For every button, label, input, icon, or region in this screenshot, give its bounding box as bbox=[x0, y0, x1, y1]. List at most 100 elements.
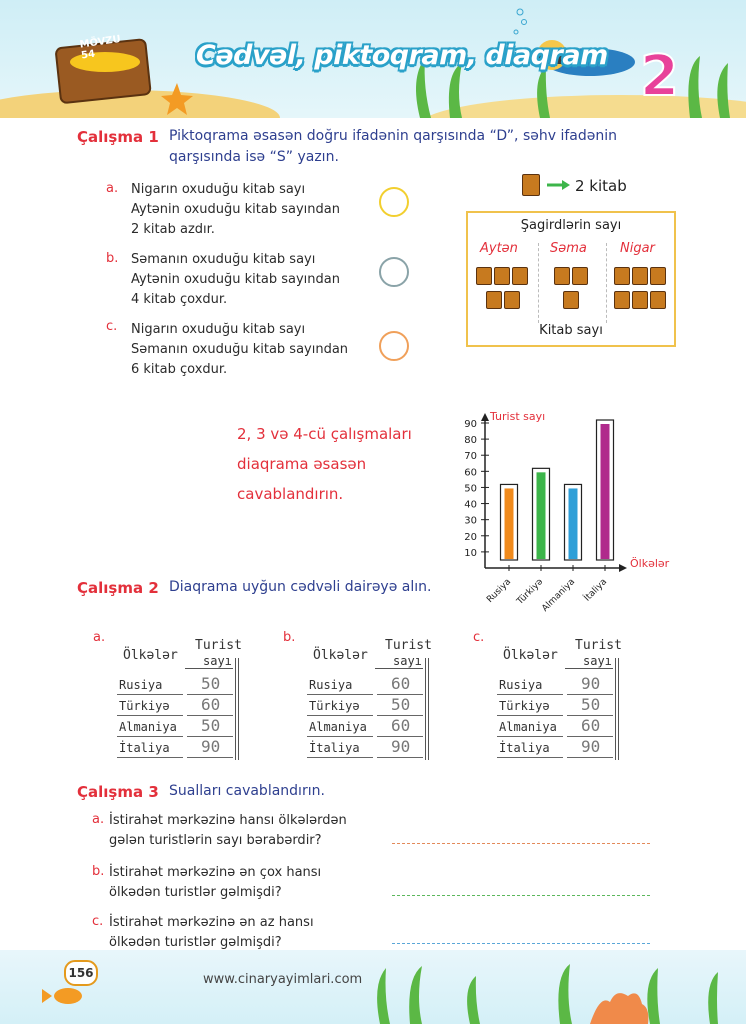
table-row-value: 50 bbox=[201, 716, 221, 735]
statement-line: Səmanın oxuduğu kitab sayı bbox=[131, 252, 316, 267]
bar-outline bbox=[499, 483, 519, 561]
y-tick-label: 90 bbox=[464, 419, 477, 430]
table-header-countries: Ölkələr bbox=[313, 648, 368, 663]
answer-line-b[interactable] bbox=[392, 895, 650, 896]
table-row-value: 50 bbox=[581, 695, 601, 714]
exercise-2-instructions: Diaqrama uyğun cədvəli dairəyə alın. bbox=[169, 579, 432, 595]
table-row-value: 60 bbox=[581, 716, 601, 735]
statement-line: Nigarın oxuduğu kitab sayı bbox=[131, 182, 306, 197]
book-icon bbox=[650, 291, 666, 309]
answer-circle-a[interactable] bbox=[379, 187, 409, 217]
y-tick-label: 80 bbox=[464, 435, 477, 446]
table-row-country: Rusiya bbox=[309, 678, 353, 692]
row-underline bbox=[307, 715, 373, 716]
table-row-value: 90 bbox=[391, 737, 411, 756]
table-row-country: Rusiya bbox=[119, 678, 163, 692]
table-row-value: 90 bbox=[201, 737, 221, 756]
exercise-3-label: Çalışma 3 bbox=[77, 783, 159, 801]
question-line: İstirahət mərkəzinə hansı ölkələrdən bbox=[109, 813, 347, 828]
table-border bbox=[425, 658, 426, 760]
table-header-tourists: Turist bbox=[575, 638, 622, 653]
table-header-underline bbox=[565, 668, 613, 669]
row-underline bbox=[117, 736, 183, 737]
answer-circle-b[interactable] bbox=[379, 257, 409, 287]
row-underline bbox=[307, 694, 373, 695]
row-underline bbox=[497, 757, 563, 758]
table-2[interactable]: Ölkələr Turist sayı Rusiya 90 Türkiyə 50 bbox=[483, 638, 643, 764]
table-1[interactable]: Ölkələr Turist sayı Rusiya 60 Türkiyə 50 bbox=[293, 638, 453, 764]
item-letter: b. bbox=[106, 251, 119, 266]
table-letter: b. bbox=[283, 630, 296, 645]
answer-circle-c[interactable] bbox=[379, 331, 409, 361]
row-underline bbox=[567, 715, 613, 716]
y-tick-label: 70 bbox=[464, 451, 477, 462]
statement-line: Səmanın oxuduğu kitab sayından bbox=[131, 342, 349, 357]
table-row-country: Türkiyə bbox=[309, 699, 360, 713]
statement-line: 4 kitab çoxdur. bbox=[131, 292, 228, 307]
item-letter: c. bbox=[106, 319, 118, 334]
table-header-tourists-2: sayı bbox=[393, 654, 422, 668]
row-underline bbox=[117, 715, 183, 716]
row-underline bbox=[497, 715, 563, 716]
row-underline bbox=[377, 694, 423, 695]
bar bbox=[504, 488, 514, 559]
table-letter: c. bbox=[473, 630, 485, 645]
book-icon bbox=[504, 291, 520, 309]
row-underline bbox=[187, 694, 233, 695]
arrow-right-icon bbox=[547, 180, 570, 190]
page-footer bbox=[0, 950, 746, 1024]
statement-line: Aytənin oxuduğu kitab sayından bbox=[131, 272, 340, 287]
row-underline bbox=[187, 757, 233, 758]
book-icon bbox=[494, 267, 510, 285]
bar-outline bbox=[563, 483, 583, 561]
x-tick-label: İtaliya bbox=[582, 576, 609, 603]
footer-illustration bbox=[42, 964, 718, 1024]
x-axis-arrow bbox=[619, 564, 627, 572]
table-row-country: İtaliya bbox=[119, 741, 170, 755]
question-a: İstirahət mərkəzinə hansı ölkələrdən gəl… bbox=[109, 811, 347, 851]
table-border bbox=[615, 658, 616, 760]
row-underline bbox=[497, 736, 563, 737]
question-line: ölkədən turistlər gəlmişdi? bbox=[109, 935, 282, 950]
book-icon bbox=[512, 267, 528, 285]
book-icon bbox=[572, 267, 588, 285]
book-icon bbox=[554, 267, 570, 285]
table-row-value: 60 bbox=[391, 674, 411, 693]
exercise-2-label: Çalışma 2 bbox=[77, 579, 159, 597]
table-0[interactable]: Ölkələr Turist sayı Rusiya 50 Türkiyə 60 bbox=[103, 638, 263, 764]
book-icon bbox=[522, 174, 540, 196]
row-underline bbox=[567, 757, 613, 758]
table-row-value: 90 bbox=[581, 674, 601, 693]
answer-line-a[interactable] bbox=[392, 843, 650, 844]
question-letter: c. bbox=[92, 914, 104, 929]
y-tick-label: 40 bbox=[464, 500, 477, 511]
table-row-country: Almaniya bbox=[499, 720, 557, 734]
x-tick-label: Rusiya bbox=[485, 577, 513, 605]
pictogram-key: 2 kitab bbox=[575, 177, 627, 195]
row-underline bbox=[377, 715, 423, 716]
table-row-country: Almaniya bbox=[309, 720, 367, 734]
bar bbox=[536, 472, 546, 559]
answer-line-c[interactable] bbox=[392, 943, 650, 944]
book-icon bbox=[632, 291, 648, 309]
row-underline bbox=[117, 694, 183, 695]
bar bbox=[600, 424, 610, 559]
y-tick-label: 10 bbox=[464, 548, 477, 559]
website-url[interactable]: www.cinaryayimlari.com bbox=[203, 972, 363, 987]
exercise-1-label: Çalışma 1 bbox=[77, 128, 159, 146]
table-row-country: İtaliya bbox=[309, 741, 360, 755]
pictogram-title: Şagirdlərin sayı bbox=[520, 218, 622, 233]
x-tick-label: Almaniya bbox=[540, 577, 577, 614]
row-underline bbox=[497, 694, 563, 695]
pictogram-footer: Kitab sayı bbox=[539, 323, 603, 338]
table-row-value: 90 bbox=[581, 737, 601, 756]
table-header-underline bbox=[185, 668, 233, 669]
pictogram-name-sema: Səma bbox=[550, 241, 587, 256]
statement-c: Nigarın oxuduğu kitab sayı Səmanın oxudu… bbox=[131, 320, 348, 380]
table-border bbox=[238, 658, 239, 760]
intro-line: 2, 3 və 4-cü çalışmaları bbox=[237, 425, 412, 443]
y-tick-label: 20 bbox=[464, 532, 477, 543]
pictogram-name-nigar: Nigar bbox=[620, 241, 655, 256]
question-letter: b. bbox=[92, 864, 105, 879]
table-header-underline bbox=[375, 668, 423, 669]
